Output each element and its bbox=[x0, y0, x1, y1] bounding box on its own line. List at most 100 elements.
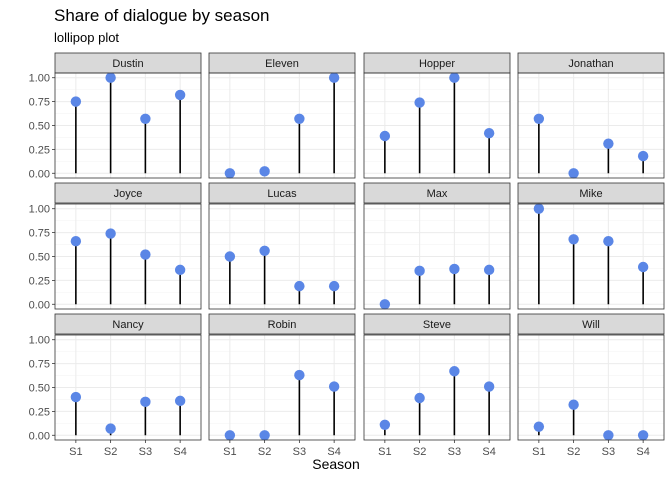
lollipop-point-robin-s3 bbox=[294, 369, 305, 381]
y-tick-label: 1.00 bbox=[29, 335, 50, 347]
lollipop-point-jonathan-s1 bbox=[533, 113, 545, 125]
facet-strip-max bbox=[363, 182, 511, 204]
facet-label-jonathan: Jonathan bbox=[568, 58, 613, 70]
panel-border-max bbox=[363, 203, 511, 310]
x-tick-label: S3 bbox=[602, 446, 615, 458]
facet-label-dustin: Dustin bbox=[112, 58, 143, 70]
x-tick-label: S3 bbox=[139, 446, 152, 458]
lollipop-point-eleven-s2 bbox=[259, 166, 270, 177]
lollipop-point-mike-s2 bbox=[568, 234, 579, 245]
lollipop-point-dustin-s2 bbox=[105, 72, 116, 83]
lollipop-point-robin-s1 bbox=[224, 430, 236, 441]
lollipop-point-steve-s1 bbox=[379, 419, 391, 430]
lollipop-point-max-s1 bbox=[379, 299, 391, 310]
lollipop-point-jonathan-s3 bbox=[603, 138, 614, 149]
panel-border-will bbox=[517, 334, 665, 441]
x-axis-label: Season bbox=[312, 456, 360, 472]
lollipop-point-will-s4 bbox=[637, 430, 649, 441]
lollipop-point-mike-s3 bbox=[603, 236, 614, 247]
facet-strip-steve bbox=[363, 313, 511, 335]
lollipop-point-will-s2 bbox=[568, 399, 579, 410]
facet-label-mike: Mike bbox=[579, 188, 602, 200]
lollipop-point-joyce-s4 bbox=[174, 264, 186, 276]
facet-label-hopper: Hopper bbox=[419, 58, 455, 70]
lollipop-point-steve-s4 bbox=[483, 381, 495, 392]
panel-border-lucas bbox=[208, 203, 356, 310]
lollipop-point-joyce-s1 bbox=[70, 236, 82, 247]
lollipop-point-nancy-s4 bbox=[174, 395, 186, 407]
facet-label-eleven: Eleven bbox=[265, 58, 299, 70]
lollipop-point-eleven-s3 bbox=[294, 113, 305, 125]
y-tick-label: 0.50 bbox=[29, 383, 50, 395]
lollipop-point-hopper-s2 bbox=[414, 97, 425, 108]
lollipop-point-steve-s2 bbox=[414, 392, 425, 404]
lollipop-point-mike-s1 bbox=[533, 203, 545, 214]
lollipop-point-will-s1 bbox=[533, 421, 545, 432]
x-tick-label: S1 bbox=[223, 446, 236, 458]
lollipop-point-lucas-s1 bbox=[224, 251, 236, 262]
panel-border-hopper bbox=[363, 72, 511, 179]
lollipop-point-max-s2 bbox=[414, 265, 425, 277]
y-tick-label: 0.75 bbox=[29, 228, 50, 240]
lollipop-point-robin-s4 bbox=[328, 381, 340, 392]
lollipop-point-lucas-s2 bbox=[259, 245, 270, 256]
chart-title: Share of dialogue by season bbox=[54, 6, 270, 25]
facet-strip-will bbox=[517, 313, 665, 335]
panel-border-eleven bbox=[208, 72, 356, 179]
lollipop-point-nancy-s2 bbox=[105, 423, 116, 434]
y-tick-label: 0.00 bbox=[29, 299, 50, 311]
lollipop-point-hopper-s4 bbox=[483, 127, 495, 139]
y-tick-label: 1.00 bbox=[29, 204, 50, 216]
lollipop-point-jonathan-s4 bbox=[637, 150, 649, 162]
x-tick-label: S4 bbox=[327, 446, 340, 458]
panel-border-steve bbox=[363, 334, 511, 441]
lollipop-point-nancy-s3 bbox=[140, 396, 151, 408]
lollipop-point-mike-s4 bbox=[637, 261, 649, 273]
facet-strip-lucas bbox=[208, 182, 356, 204]
x-tick-label: S4 bbox=[173, 446, 186, 458]
lollipop-point-robin-s2 bbox=[259, 430, 270, 441]
x-tick-label: S3 bbox=[448, 446, 461, 458]
lollipop-point-max-s4 bbox=[483, 264, 495, 276]
lollipop-point-steve-s3 bbox=[449, 366, 460, 377]
x-tick-label: S2 bbox=[104, 446, 117, 458]
y-tick-label: 0.00 bbox=[29, 430, 50, 442]
y-tick-label: 0.50 bbox=[29, 252, 50, 264]
lollipop-point-nancy-s1 bbox=[70, 391, 82, 403]
lollipop-point-lucas-s4 bbox=[328, 280, 340, 292]
panel-border-robin bbox=[208, 334, 356, 441]
lollipop-point-joyce-s3 bbox=[140, 249, 151, 260]
panel-border-mike bbox=[517, 203, 665, 310]
lollipop-point-jonathan-s2 bbox=[568, 168, 579, 179]
facet-strip-joyce bbox=[54, 182, 202, 204]
lollipop-point-joyce-s2 bbox=[105, 228, 116, 239]
facet-label-nancy: Nancy bbox=[112, 319, 144, 331]
lollipop-point-max-s3 bbox=[449, 263, 460, 275]
lollipop-point-hopper-s1 bbox=[379, 130, 391, 142]
y-tick-label: 0.25 bbox=[29, 406, 50, 418]
x-tick-label: S2 bbox=[258, 446, 271, 458]
facet-label-robin: Robin bbox=[268, 319, 297, 331]
facet-strip-mike bbox=[517, 182, 665, 204]
x-tick-label: S2 bbox=[413, 446, 426, 458]
lollipop-point-eleven-s4 bbox=[328, 72, 340, 83]
x-tick-label: S1 bbox=[69, 446, 82, 458]
x-tick-label: S4 bbox=[482, 446, 495, 458]
facet-strip-robin bbox=[208, 313, 356, 335]
facet-strip-nancy bbox=[54, 313, 202, 335]
lollipop-point-eleven-s1 bbox=[224, 168, 236, 179]
y-tick-label: 0.00 bbox=[29, 168, 50, 180]
facet-label-will: Will bbox=[582, 319, 600, 331]
x-tick-label: S3 bbox=[293, 446, 306, 458]
x-tick-label: S1 bbox=[532, 446, 545, 458]
lollipop-point-hopper-s3 bbox=[449, 72, 460, 83]
x-tick-label: S4 bbox=[636, 446, 649, 458]
x-tick-label: S2 bbox=[567, 446, 580, 458]
chart-subtitle: lollipop plot bbox=[54, 30, 120, 45]
y-tick-label: 0.25 bbox=[29, 275, 50, 287]
lollipop-point-dustin-s3 bbox=[140, 113, 151, 125]
lollipop-point-lucas-s3 bbox=[294, 280, 305, 292]
facet-label-joyce: Joyce bbox=[114, 188, 143, 200]
facet-label-lucas: Lucas bbox=[267, 188, 297, 200]
y-tick-label: 0.25 bbox=[29, 144, 50, 156]
